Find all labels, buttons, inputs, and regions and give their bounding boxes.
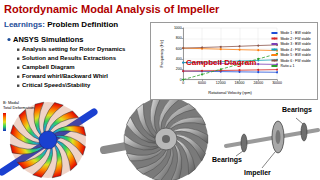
html-text:Bearings: Bearings xyxy=(282,106,312,113)
html-text:Learnings: Problem Definition: Learnings: Problem Definition xyxy=(4,20,119,29)
html-text:Forward whirl/Backward Whirl: Forward whirl/Backward Whirl xyxy=(22,73,108,79)
svg-text:12000: 12000 xyxy=(216,81,226,85)
svg-text:6000: 6000 xyxy=(198,81,206,85)
svg-text:800: 800 xyxy=(176,36,182,40)
svg-text:Frequency (Hz): Frequency (Hz) xyxy=(159,39,164,67)
svg-text:Total Deformation: Total Deformation xyxy=(3,105,34,110)
html-text:Rotordynamic Modal Analysis of: Rotordynamic Modal Analysis of Impeller xyxy=(4,3,220,15)
svg-text:Mode 1 : BW stable: Mode 1 : BW stable xyxy=(280,31,311,35)
svg-text:B: Modal: B: Modal xyxy=(3,100,19,105)
svg-text:30000: 30000 xyxy=(272,81,282,85)
svg-text:1000: 1000 xyxy=(174,26,182,30)
html-text:ANSYS Simulations: ANSYS Simulations xyxy=(13,35,84,44)
html-text:Campbell Diagram: Campbell Diagram xyxy=(22,64,75,70)
html-text:Analysis setting for Rotor Dyn: Analysis setting for Rotor Dynamics xyxy=(22,46,126,52)
svg-text:Mode 6 : FW stable: Mode 6 : FW stable xyxy=(280,59,310,63)
svg-text:Mode 4 : FW stable: Mode 4 : FW stable xyxy=(280,48,310,52)
html-text:Solution and Results Extractio: Solution and Results Extractions xyxy=(22,55,116,61)
svg-text:200: 200 xyxy=(176,67,182,71)
svg-text:Mode 5 : BW stable: Mode 5 : BW stable xyxy=(280,53,311,57)
svg-text:Ratio = 1: Ratio = 1 xyxy=(280,64,294,68)
svg-text:Rotational Velocity (rpm): Rotational Velocity (rpm) xyxy=(208,90,252,95)
html-text:Bearings: Bearings xyxy=(212,156,242,163)
html-text:Critical Speeds\Stability: Critical Speeds\Stability xyxy=(22,82,91,88)
svg-text:400: 400 xyxy=(176,57,182,61)
svg-text:0: 0 xyxy=(179,77,182,82)
svg-text:600: 600 xyxy=(176,47,182,51)
svg-text:24000: 24000 xyxy=(253,81,263,85)
svg-text:Mode 3 : BW stable: Mode 3 : BW stable xyxy=(280,42,311,46)
svg-text:Mode 2 : FW stable: Mode 2 : FW stable xyxy=(280,37,310,41)
html-text:Impeller: Impeller xyxy=(244,169,271,176)
svg-text:0: 0 xyxy=(182,81,184,85)
svg-text:18000: 18000 xyxy=(235,81,245,85)
svg-text:Campbell Diagram: Campbell Diagram xyxy=(186,58,256,67)
